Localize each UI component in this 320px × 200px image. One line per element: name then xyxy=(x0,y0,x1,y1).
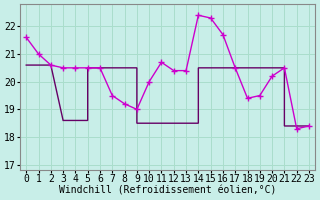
X-axis label: Windchill (Refroidissement éolien,°C): Windchill (Refroidissement éolien,°C) xyxy=(59,186,276,196)
